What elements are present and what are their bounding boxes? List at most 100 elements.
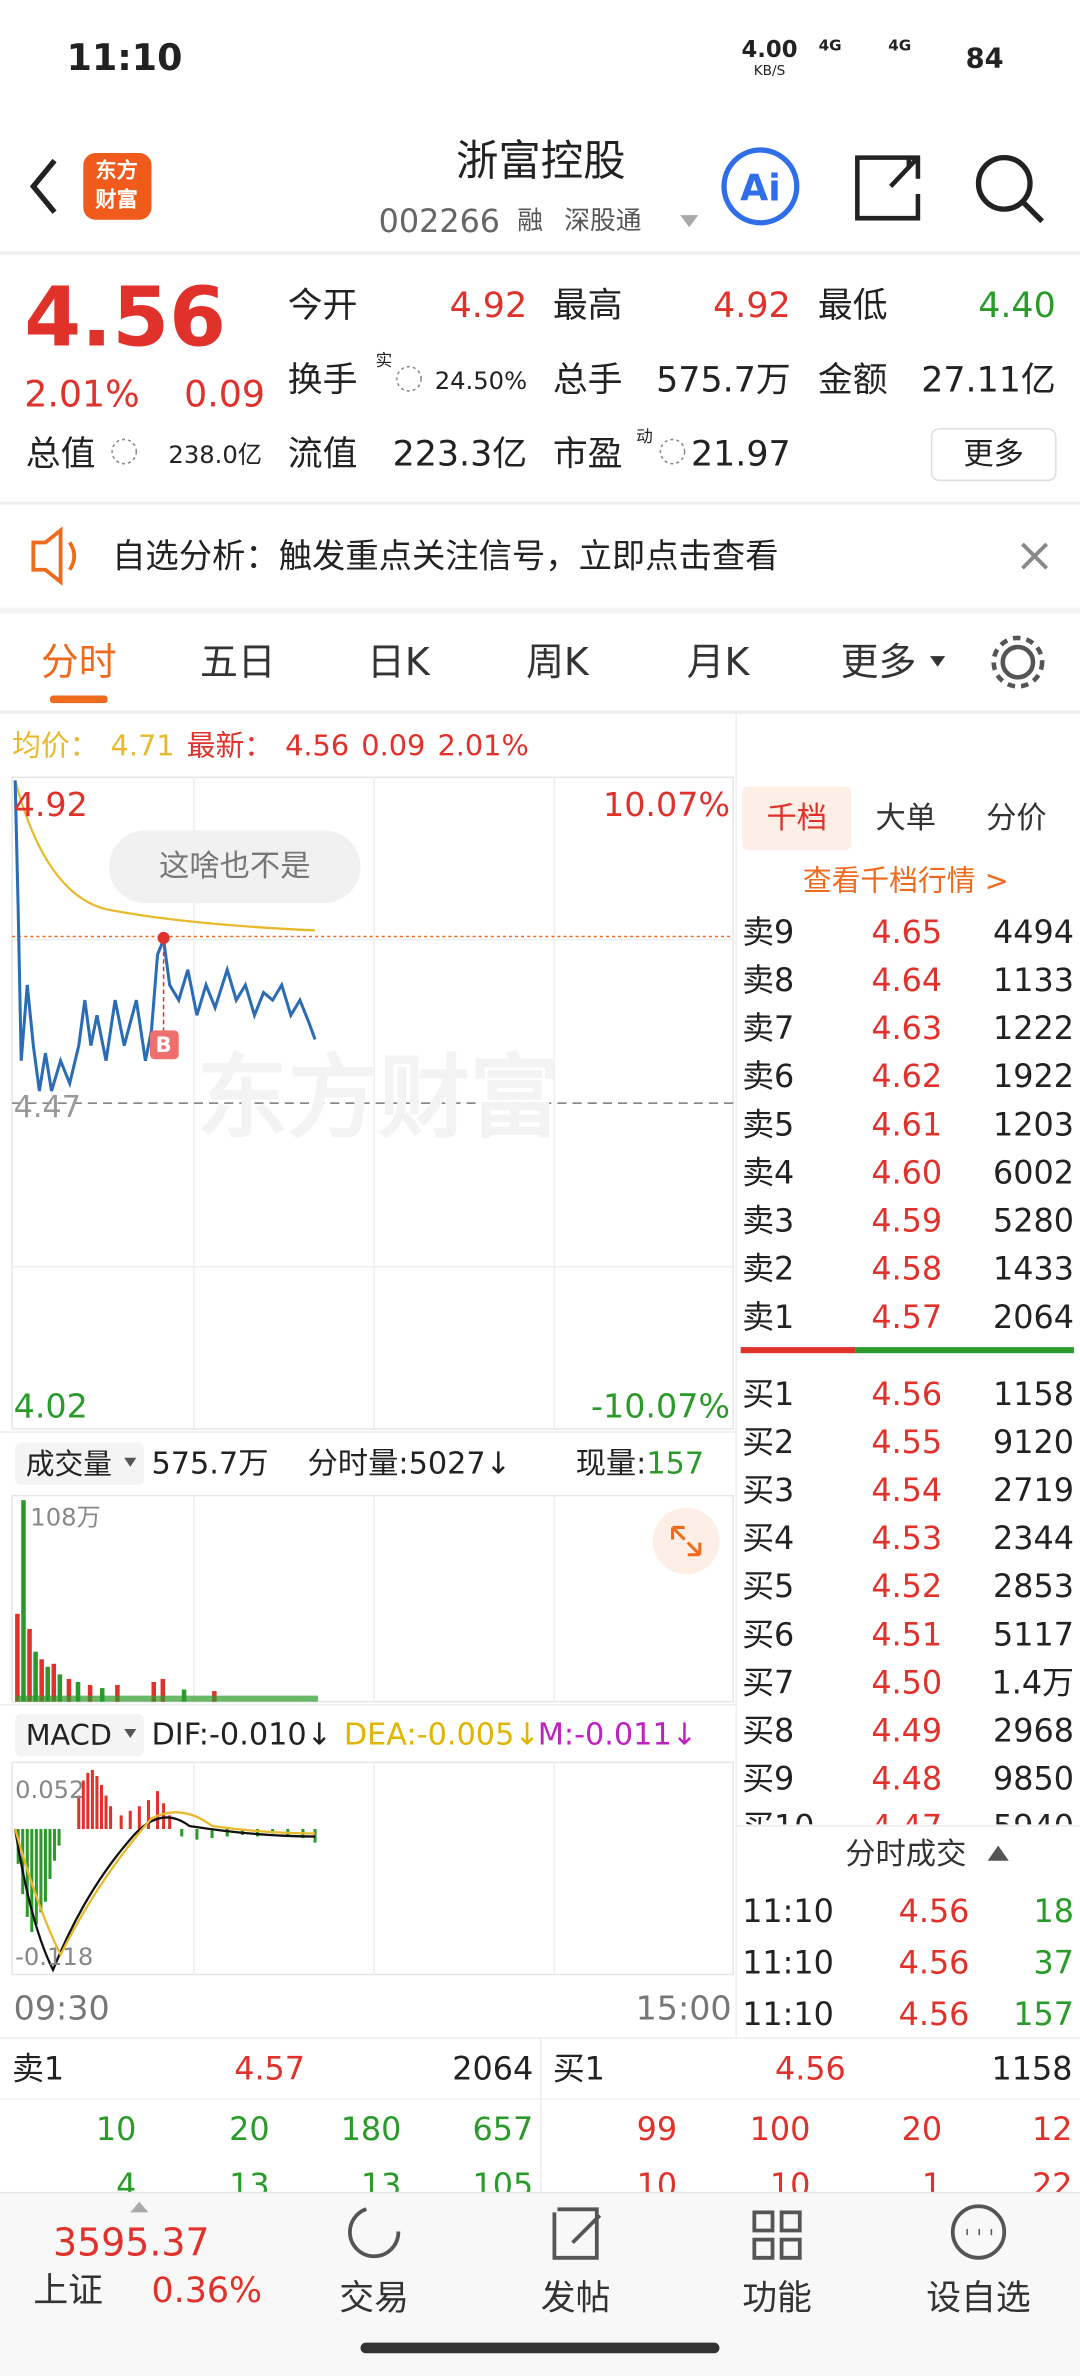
logo-text: 财富 bbox=[95, 187, 137, 213]
order-size: 12 bbox=[1032, 2110, 1072, 2148]
dropdown-icon[interactable] bbox=[680, 215, 699, 228]
book-level: 买5 bbox=[742, 1567, 794, 1605]
book-volume: 1158 bbox=[993, 1375, 1074, 1413]
book-price: 4.49 bbox=[871, 1711, 942, 1749]
y-label: 4.02 bbox=[14, 1387, 88, 1426]
notice-text[interactable]: 自选分析：触发重点关注信号，立即点击查看 bbox=[112, 537, 778, 576]
y-label: 4.47 bbox=[14, 1090, 81, 1125]
trade-price: 4.56 bbox=[899, 1892, 970, 1930]
tab[interactable]: 五日 bbox=[200, 640, 276, 684]
field-label: 今开 bbox=[288, 286, 358, 326]
tag: 深股通 bbox=[564, 206, 641, 236]
battery: 84 bbox=[966, 44, 1004, 75]
tab[interactable]: 更多 bbox=[841, 640, 917, 684]
logo bbox=[83, 153, 152, 220]
field-label: 总手 bbox=[553, 360, 623, 400]
logo-text: 东方 bbox=[95, 158, 137, 184]
book-level: 买7 bbox=[742, 1663, 794, 1701]
summary-text: 均价： bbox=[12, 729, 98, 763]
volume-chart bbox=[0, 1431, 737, 1703]
book-price: 4.62 bbox=[871, 1057, 942, 1095]
book-price: 4.64 bbox=[871, 961, 942, 999]
nav-item[interactable]: 功能 bbox=[742, 2279, 812, 2319]
stock-code: 002266 bbox=[379, 202, 500, 240]
more-button[interactable]: 更多 bbox=[963, 437, 1024, 472]
search-icon[interactable] bbox=[975, 154, 1033, 212]
book-level: 买4 bbox=[742, 1519, 794, 1557]
sort-icon[interactable] bbox=[987, 1845, 1009, 1861]
net-speed-unit: KB/S bbox=[754, 63, 786, 79]
book-level: 卖4 bbox=[742, 1153, 794, 1191]
order-size: 99 bbox=[637, 2110, 677, 2148]
info-icon[interactable] bbox=[659, 438, 686, 465]
field-label: 换手 bbox=[288, 360, 358, 400]
buy-bar bbox=[855, 1347, 1074, 1354]
book-price: 4.47 bbox=[871, 1807, 942, 1845]
field-label: 市盈 bbox=[553, 435, 623, 475]
field-value: 575.7万 bbox=[656, 360, 791, 400]
book-level: 买9 bbox=[742, 1759, 794, 1797]
function-icon[interactable] bbox=[752, 2210, 802, 2260]
book-volume: 2719 bbox=[993, 1471, 1074, 1509]
expand-icon[interactable] bbox=[130, 2201, 149, 2213]
nav-item[interactable]: 设自选 bbox=[926, 2279, 1030, 2319]
field-label: 最低 bbox=[818, 286, 888, 326]
ai-button[interactable]: Ai bbox=[740, 166, 781, 209]
trade-price: 4.56 bbox=[899, 1943, 970, 1981]
price: 4.56 bbox=[24, 271, 226, 366]
close-icon[interactable] bbox=[1021, 542, 1049, 570]
x-label: 15:00 bbox=[636, 1988, 732, 2027]
book-level: 卖1 bbox=[742, 1298, 794, 1336]
book-link[interactable]: 查看千档行情 > bbox=[803, 863, 1009, 897]
tab[interactable]: 日K bbox=[367, 640, 431, 684]
order-size: 20 bbox=[902, 2110, 942, 2148]
summary-text: 4.71 bbox=[111, 729, 175, 763]
book-volume: 2968 bbox=[993, 1711, 1074, 1749]
order-size: 100 bbox=[750, 2110, 811, 2148]
book-tab[interactable]: 千档 bbox=[766, 801, 827, 836]
settings-icon[interactable] bbox=[1000, 644, 1036, 680]
indicator-select[interactable]: MACD bbox=[26, 1718, 112, 1752]
book-level: 卖3 bbox=[742, 1202, 794, 1240]
macd-m: M:-0.011↓ bbox=[538, 1718, 697, 1753]
post-icon[interactable] bbox=[552, 2207, 602, 2260]
field-value: 27.11亿 bbox=[921, 360, 1056, 400]
trade-time: 11:10 bbox=[742, 1995, 834, 2033]
book-volume: 1922 bbox=[993, 1057, 1074, 1095]
price-chart bbox=[11, 776, 734, 1430]
more-button[interactable] bbox=[930, 428, 1057, 482]
ai-icon[interactable] bbox=[721, 147, 800, 226]
divider bbox=[0, 607, 1080, 614]
net-speed: 4.00 bbox=[741, 37, 797, 63]
book-price: 4.50 bbox=[871, 1663, 942, 1701]
tab[interactable]: 分时 bbox=[41, 640, 117, 684]
index-name: 上证 bbox=[33, 2271, 103, 2311]
book-volume: 1433 bbox=[993, 1250, 1074, 1288]
trades-title[interactable]: 分时成交 bbox=[845, 1837, 966, 1872]
nav-item[interactable]: 发帖 bbox=[541, 2279, 611, 2319]
book-price: 4.56 bbox=[871, 1375, 942, 1413]
home-indicator bbox=[360, 2342, 720, 2354]
buy-marker: B bbox=[156, 1033, 172, 1058]
index-value[interactable]: 3595.37 bbox=[53, 2221, 210, 2265]
y-label: 108万 bbox=[30, 1502, 100, 1531]
tab[interactable]: 月K bbox=[687, 640, 751, 684]
watchlist-icon[interactable] bbox=[950, 2204, 1007, 2260]
back-icon[interactable] bbox=[29, 158, 57, 214]
info-icon[interactable] bbox=[396, 365, 422, 392]
field-value: 4.92 bbox=[713, 286, 791, 326]
book-level: 买1 bbox=[553, 2049, 605, 2087]
nav-item[interactable]: 交易 bbox=[339, 2279, 409, 2319]
book-tab[interactable]: 分价 bbox=[986, 801, 1047, 836]
indicator-select[interactable]: 成交量 bbox=[26, 1447, 112, 1481]
share-icon[interactable] bbox=[855, 155, 921, 221]
field-value: 21.97 bbox=[691, 435, 791, 475]
tab[interactable]: 周K bbox=[526, 640, 590, 684]
book-tab[interactable]: 大单 bbox=[876, 801, 937, 836]
search-icon bbox=[1022, 201, 1045, 224]
status-time: 11:10 bbox=[67, 36, 183, 79]
trade-icon[interactable] bbox=[348, 2205, 401, 2259]
info-icon[interactable] bbox=[111, 438, 138, 465]
